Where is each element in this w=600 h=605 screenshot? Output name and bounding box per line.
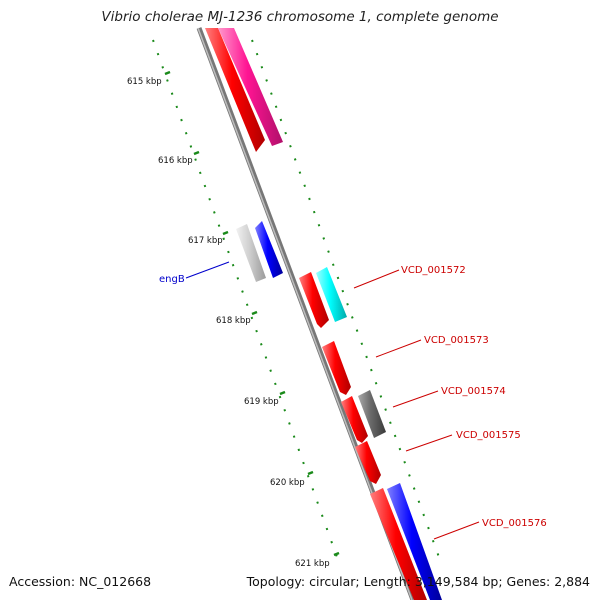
accession-text: Accession: NC_012668 <box>9 574 152 589</box>
scale-ticks <box>152 39 441 561</box>
scale-labels: 615 kbp 616 kbp 617 kbp 618 kbp 619 kbp … <box>127 77 330 569</box>
gene-feature-red[interactable] <box>322 341 351 395</box>
callout-VCD_001573 <box>375 339 422 358</box>
callout-VCD_001572 <box>353 269 400 289</box>
major-tick <box>333 551 340 557</box>
gene-feature-pink[interactable] <box>218 28 283 146</box>
callout-VCD_001574 <box>392 390 439 408</box>
gene-label-VCD_001574[interactable]: VCD_001574 <box>441 386 506 397</box>
genome-summary-text: Topology: circular; Length: 3,149,584 bp… <box>246 574 590 589</box>
gene-feature-blue[interactable] <box>255 221 283 278</box>
map-title: Vibrio cholerae MJ-1236 chromosome 1, co… <box>101 9 499 25</box>
callout-lines <box>185 261 480 540</box>
gene-feature-lightgray[interactable] <box>236 224 266 282</box>
scale-label: 620 kbp <box>270 478 305 488</box>
gene-label-engB[interactable]: engB <box>159 274 185 285</box>
gene-label-VCD_001576[interactable]: VCD_001576 <box>482 518 547 529</box>
gene-labels: engB VCD_001572 VCD_001573 VCD_001574 VC… <box>159 265 547 529</box>
scale-label: 619 kbp <box>244 397 279 407</box>
major-tick <box>222 230 229 236</box>
major-tick <box>251 310 258 316</box>
gene-feature-red[interactable] <box>370 488 427 600</box>
gene-label-VCD_001575[interactable]: VCD_001575 <box>456 430 521 441</box>
major-tick <box>279 390 286 396</box>
major-tick <box>164 70 171 76</box>
scale-label: 618 kbp <box>216 316 251 326</box>
gene-feature-cyan[interactable] <box>316 267 347 322</box>
gene-feature-gray[interactable] <box>358 390 386 438</box>
major-tick <box>307 470 314 476</box>
gene-feature-red[interactable] <box>341 396 368 443</box>
major-tick <box>193 150 200 156</box>
gene-feature-red[interactable] <box>205 28 265 152</box>
gene-label-VCD_001572[interactable]: VCD_001572 <box>401 265 466 276</box>
callout-engB <box>185 261 230 279</box>
scale-label: 616 kbp <box>158 156 193 166</box>
gene-features <box>205 28 442 600</box>
scale-label: 615 kbp <box>127 77 162 87</box>
scale-label: 617 kbp <box>188 236 223 246</box>
callout-VCD_001576 <box>433 521 480 540</box>
callout-VCD_001575 <box>405 434 453 452</box>
gene-feature-red[interactable] <box>299 272 329 328</box>
gene-feature-red[interactable] <box>355 441 381 484</box>
scale-label: 621 kbp <box>295 559 330 569</box>
gene-label-VCD_001573[interactable]: VCD_001573 <box>424 335 489 346</box>
gene-feature-blue[interactable] <box>387 483 442 600</box>
